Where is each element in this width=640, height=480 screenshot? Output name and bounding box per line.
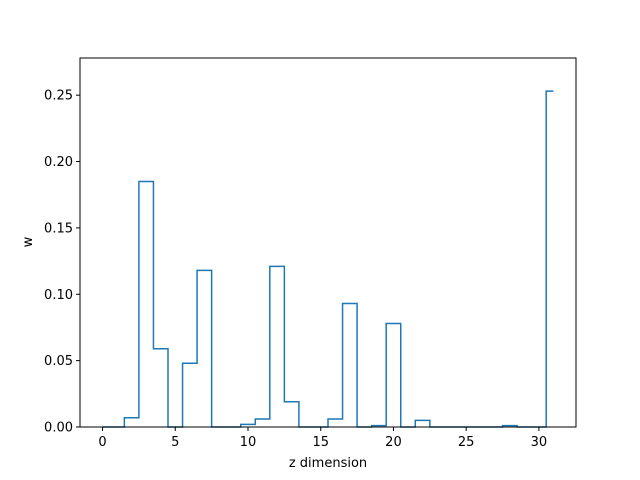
x-tick-label: 20 [385,435,402,450]
x-tick-label: 30 [531,435,548,450]
y-tick-label: 0.05 [44,354,73,369]
y-tick-label: 0.10 [44,288,73,303]
plot-frame [79,57,577,428]
y-tick-label: 0.15 [44,221,73,236]
x-tick-label: 5 [171,435,179,450]
y-axis-title: w [21,236,36,247]
x-axis-ticks: 0 5 10 15 20 25 30 [98,427,547,450]
x-axis-title: z dimension [289,456,367,471]
x-tick-label: 0 [98,435,106,450]
y-tick-label: 0.20 [44,155,73,170]
x-tick-label: 25 [458,435,475,450]
x-tick-label: 15 [312,435,329,450]
x-tick-label: 10 [240,435,257,450]
y-tick-label: 0.00 [44,421,73,436]
y-axis-ticks: 0.00 0.05 0.10 0.15 0.20 0.25 [44,89,80,436]
y-tick-label: 0.25 [44,89,73,104]
